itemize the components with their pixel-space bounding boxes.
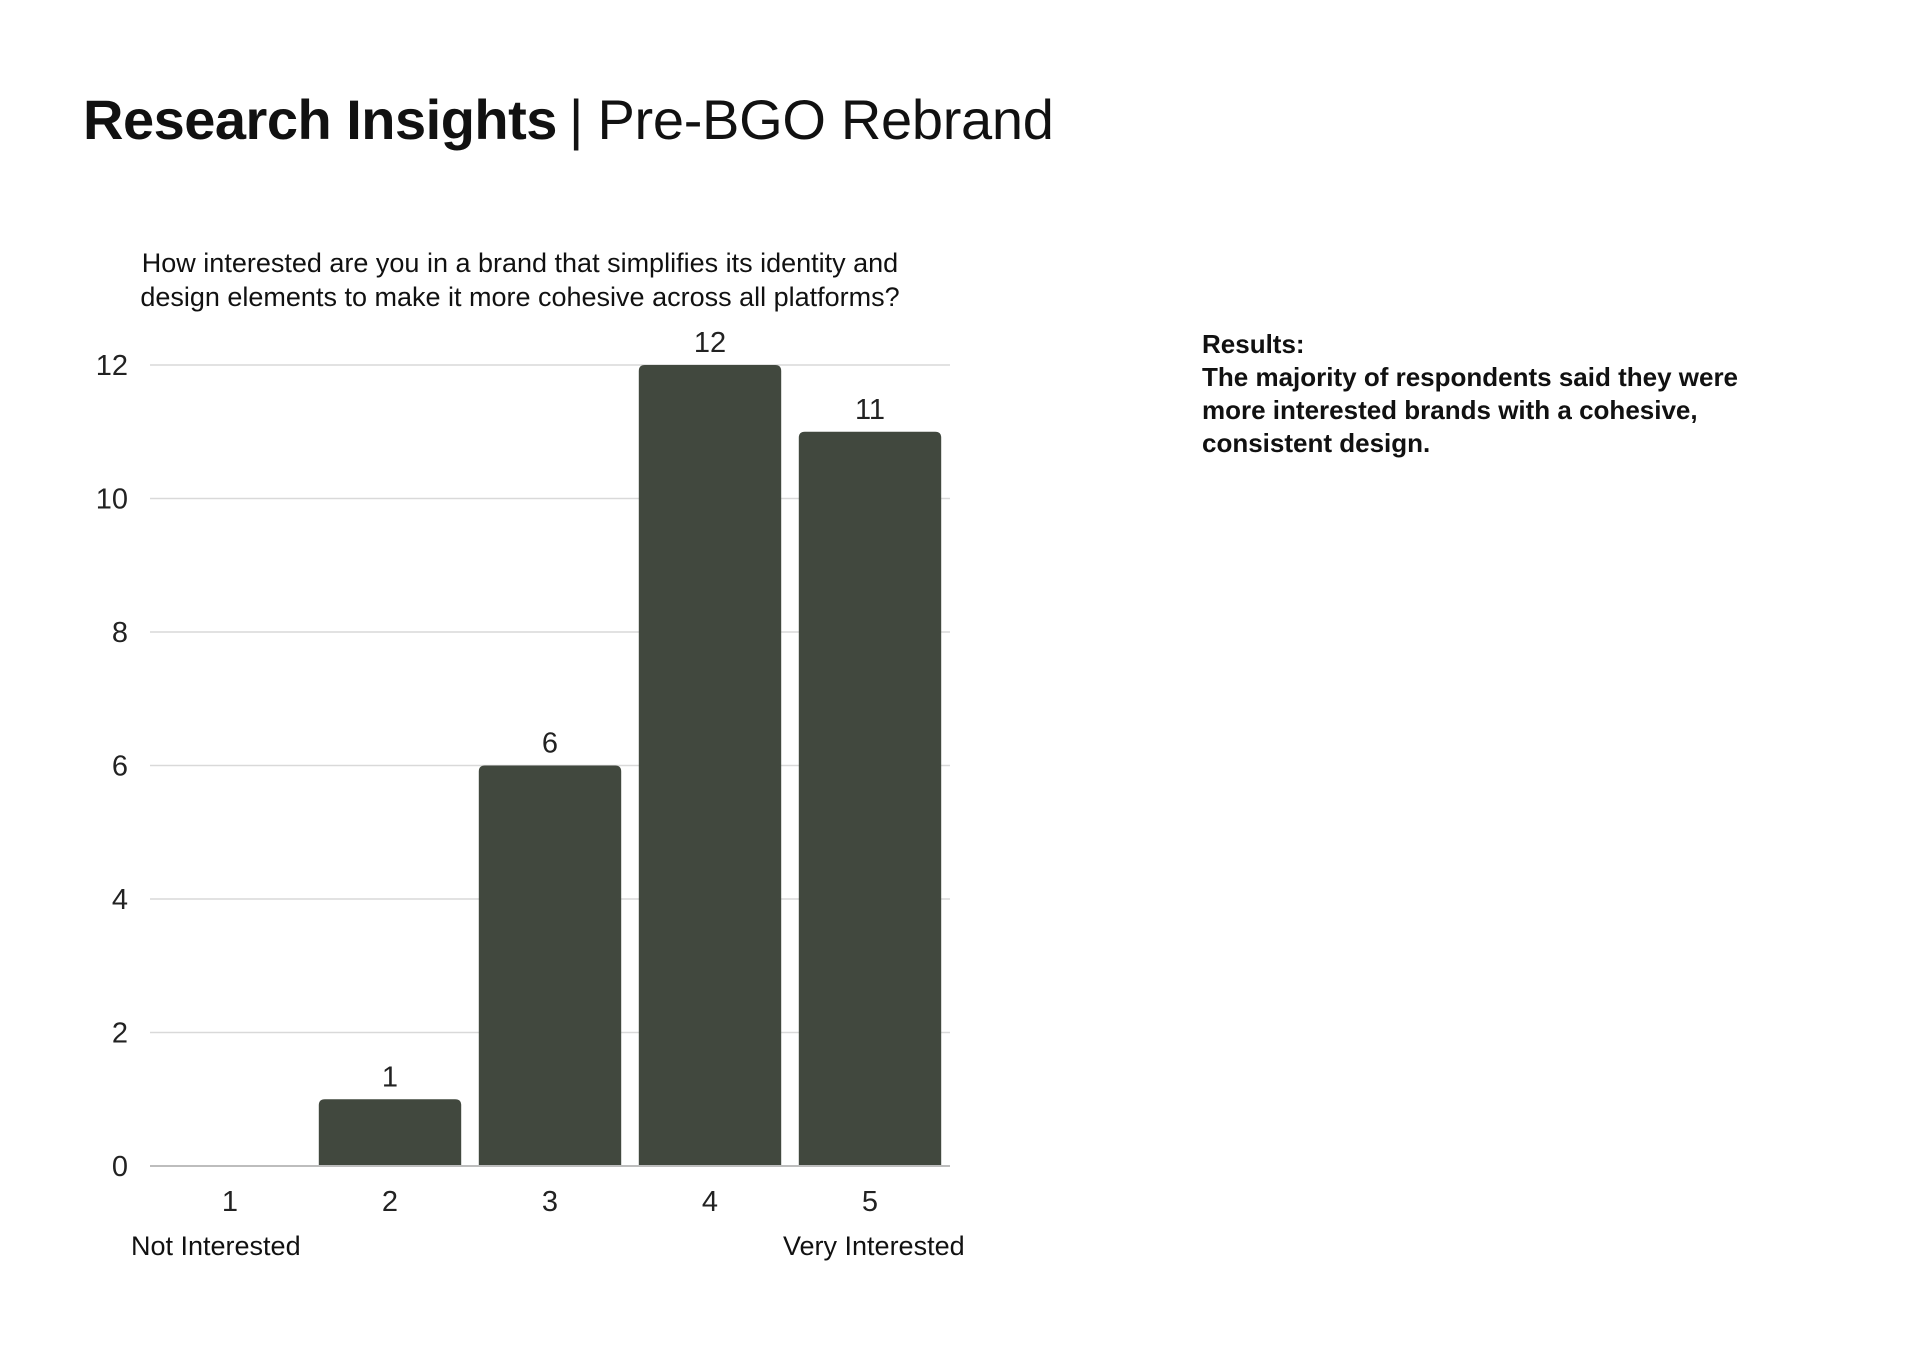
results-line-1: The majority of respondents said they we… [1202,362,1739,392]
chart-question: How interested are you in a brand that s… [110,246,930,314]
data-label: 11 [855,394,885,426]
x-tick-label: 3 [542,1186,558,1218]
bar [798,431,942,1166]
results-panel: Results: The majority of respondents sai… [1202,328,1822,460]
chart-question-line-1: How interested are you in a brand that s… [141,248,899,278]
scale-label-high: Very Interested [783,1231,965,1261]
y-tick-label: 6 [112,751,128,783]
page-title: Research Insights | Pre-BGO Rebrand [83,84,1054,156]
results-heading: Results: [1202,329,1305,359]
bar [318,1099,462,1166]
chart-question-line-2: design elements to make it more cohesive… [140,282,900,312]
x-tick-label: 1 [222,1186,238,1218]
page-title-separator: | [568,88,584,151]
data-label: 1 [382,1061,398,1093]
scale-label-low: Not Interested [131,1231,301,1261]
x-tick-label: 2 [382,1186,398,1218]
data-label: 6 [542,728,558,760]
y-tick-label: 12 [96,350,128,382]
results-line-2: more interested brands with a cohesive, [1202,395,1698,425]
y-tick-label: 4 [112,884,128,916]
y-tick-label: 2 [112,1018,128,1050]
results-line-3: consistent design. [1202,428,1431,458]
y-tick-label: 0 [112,1151,128,1183]
page-title-main: Research Insights [83,88,557,151]
x-tick-label: 4 [702,1186,718,1218]
y-tick-label: 10 [96,484,128,516]
data-label: 12 [694,327,726,359]
page-title-subtitle: Pre-BGO Rebrand [597,88,1054,151]
y-tick-label: 8 [112,617,128,649]
bar [638,365,782,1166]
bar [478,765,622,1166]
x-tick-label: 5 [862,1186,878,1218]
